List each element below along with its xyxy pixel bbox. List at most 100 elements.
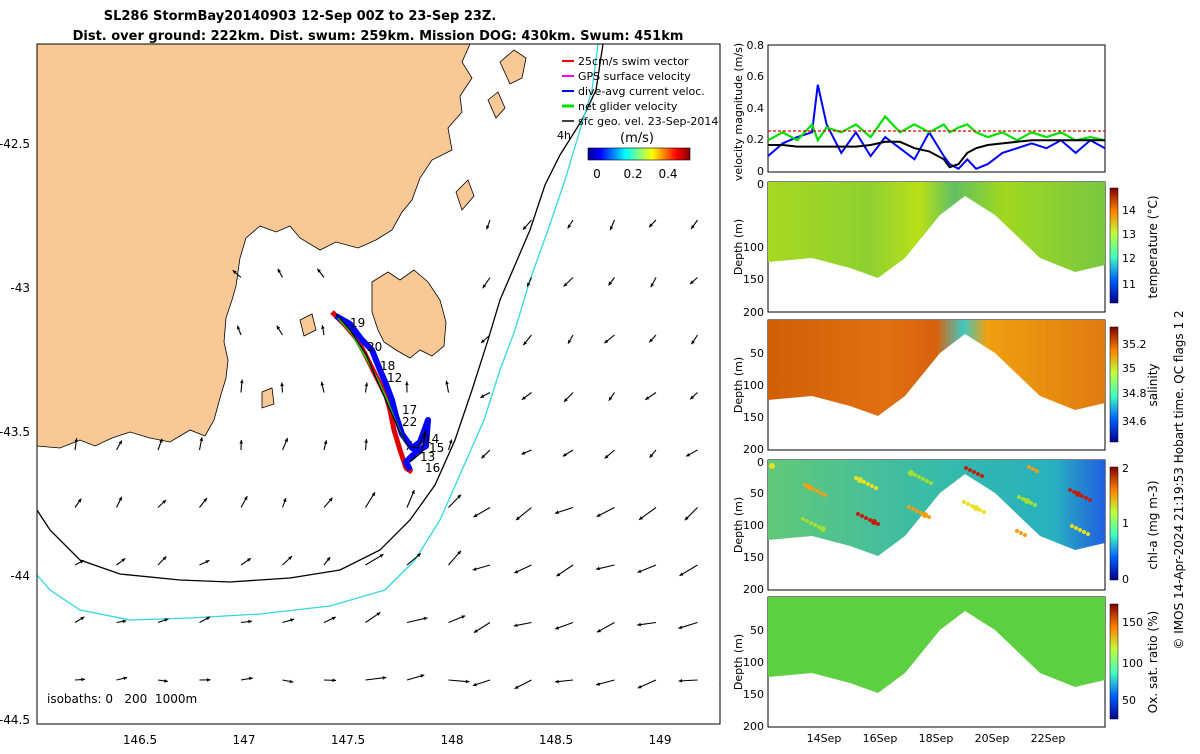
cbar-tick: 50 <box>1122 694 1136 707</box>
date-tick: 20Sep <box>975 732 1010 745</box>
chla-dot <box>868 518 872 522</box>
chla-dot <box>976 472 980 476</box>
velocity-vector-head <box>731 337 735 341</box>
legend-item: 25cm/s swim vector <box>562 55 689 68</box>
depth-tick: 200 <box>743 306 764 319</box>
chla-dot <box>803 483 807 487</box>
cbar-tick: 35 <box>1122 362 1136 375</box>
y-tick-label: 0.4 <box>747 102 765 115</box>
cbar-tick: 13 <box>1122 228 1136 241</box>
legend-label: dive-avg current veloc. <box>578 85 705 98</box>
chla-dot <box>1088 498 1092 502</box>
velocity-vector <box>731 450 739 456</box>
y-tick-label: 0.2 <box>747 133 765 146</box>
date-axis: 14Sep 16Sep 18Sep 20Sep 22Sep <box>807 732 1066 745</box>
chla-dot <box>908 470 914 476</box>
chla-dot <box>907 505 911 509</box>
depth-tick: 50 <box>750 624 764 637</box>
depth-tick: 150 <box>743 273 764 286</box>
chla-dot <box>1078 528 1082 532</box>
day-label: 16 <box>425 461 440 475</box>
depth-tick: 0 <box>757 456 764 469</box>
depth-tick: 50 <box>750 487 764 500</box>
legend-label: net glider velocity <box>578 100 678 113</box>
depth-tick: 150 <box>743 551 764 564</box>
figure-title-line1: SL286 StormBay20140903 12-Sep 00Z to 23-… <box>104 9 497 24</box>
velocity-plot-frame <box>768 45 1105 172</box>
velocity-vector <box>725 565 739 577</box>
section-colorbars: 11 12 13 14 temperature (°C) 34.6 34.8 3… <box>1110 188 1160 719</box>
y-tick-label: -44.5 <box>0 713 30 727</box>
cbar-label: chl-a (mg m-3) <box>1146 480 1160 569</box>
legend-label: sfc geo. vel. 23-Sep-2014 <box>578 115 718 128</box>
chla-dot <box>1072 490 1076 494</box>
chla-dot <box>805 519 809 523</box>
colorbar <box>1110 188 1118 303</box>
x-tick-label: 147.5 <box>331 733 365 747</box>
velocity-vector-head <box>732 282 736 286</box>
map-land-island <box>262 388 274 408</box>
depth-tick: 100 <box>743 519 764 532</box>
chla-dot <box>864 516 868 520</box>
cbar-label: temperature (°C) <box>1146 196 1160 299</box>
cbar-tick: 11 <box>1122 278 1136 291</box>
chla-dot <box>1068 488 1072 492</box>
colorbar <box>1110 327 1118 442</box>
map-colorbar <box>588 148 690 160</box>
x-tick-label: 148.5 <box>539 733 573 747</box>
cbar-tick: 2 <box>1122 462 1129 475</box>
depth-tick: 200 <box>743 583 764 596</box>
legend-item: sfc geo. vel. 23-Sep-2014 <box>562 115 718 128</box>
date-tick: 22Sep <box>1031 732 1066 745</box>
cbar-tick: 12 <box>1122 252 1136 265</box>
chla-panel <box>768 460 1105 590</box>
credit-text: © IMOS 14-Apr-2024 21:19:53 Hobart time.… <box>1172 310 1186 649</box>
y-tick-label: 0.6 <box>747 70 765 83</box>
temperature-panel <box>768 182 1105 312</box>
chla-dot <box>911 507 915 511</box>
cbar-label: salinity <box>1146 363 1160 406</box>
chla-dot <box>1033 503 1037 507</box>
depth-tick: 100 <box>743 379 764 392</box>
date-tick: 16Sep <box>863 732 898 745</box>
velocity-vector-head <box>720 629 724 632</box>
chla-dot <box>801 517 805 521</box>
map-y-axis: -42.5 -43 -43.5 -44 -44.5 <box>0 137 30 727</box>
chla-dot <box>919 511 923 515</box>
chla-dot <box>1017 495 1021 499</box>
chla-dot <box>1031 467 1035 471</box>
depth-tick: 50 <box>750 347 764 360</box>
chla-dot <box>819 491 823 495</box>
chla-dot <box>1021 497 1025 501</box>
cbar-tick: 100 <box>1122 657 1143 670</box>
depth-tick: 200 <box>743 443 764 456</box>
salinity-panel <box>768 320 1105 450</box>
cbar-tick: 0 <box>1122 573 1129 586</box>
velocity-vector-head <box>725 573 729 577</box>
chla-dot <box>1015 529 1019 533</box>
day-label: 20 <box>367 340 382 354</box>
colorbar <box>1110 604 1118 719</box>
velocity-y-axis: 0 0.2 0.4 0.6 0.8 <box>747 39 765 178</box>
chla-dot <box>1082 530 1086 534</box>
y-tick-label: -43.5 <box>0 425 30 439</box>
depth-tick: 100 <box>743 656 764 669</box>
map-panel: 19 20 18 12 17 22 14 15 13 16 25cm/s swi… <box>0 44 739 747</box>
chla-dot <box>817 525 821 529</box>
isobath-legend: isobaths: 0 200 1000m <box>47 692 197 706</box>
chla-dot <box>1023 533 1027 537</box>
y-tick-label: 0.8 <box>747 39 765 52</box>
legend-item: dive-avg current veloc. <box>562 85 705 98</box>
x-tick-label: 146.5 <box>123 733 157 747</box>
legend-suffix: 4h <box>557 129 571 142</box>
x-tick-label: 148 <box>441 733 464 747</box>
velocity-vector-head <box>731 453 735 457</box>
x-tick-label: 147 <box>233 733 256 747</box>
y-tick-label: 0 <box>757 165 764 178</box>
chla-dot <box>980 474 984 478</box>
cbar-tick: 1 <box>1122 517 1129 530</box>
cbar-label: Ox. sat. ratio (%) <box>1146 611 1160 713</box>
chla-dot <box>1035 469 1039 473</box>
cbar-tick: 34.8 <box>1122 387 1147 400</box>
